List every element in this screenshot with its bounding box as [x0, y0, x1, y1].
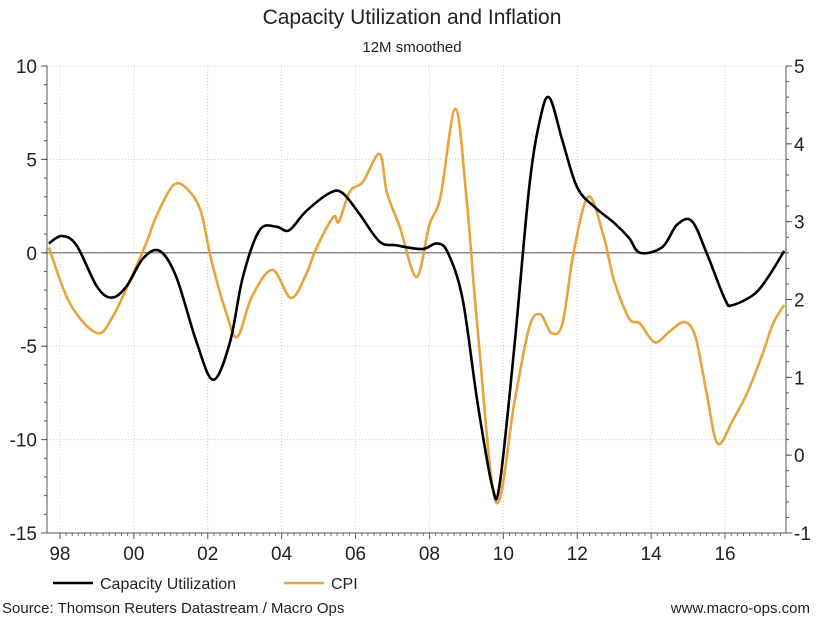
source-note: Source: Thomson Reuters Datastream / Mac… [2, 600, 344, 617]
y-right-tick-label: 5 [794, 57, 805, 78]
legend-label-capacity-utilization: Capacity Utilization [100, 576, 236, 593]
x-tick-label: 10 [493, 544, 514, 565]
y-right-tick-label: 0 [794, 446, 805, 467]
grid [47, 65, 786, 533]
y-left-tick-label: 0 [26, 244, 37, 265]
x-tick-label: 14 [641, 544, 663, 565]
series-lines [47, 95, 786, 505]
x-tick-label: 08 [419, 544, 440, 565]
y-right-tick-label: 4 [794, 135, 805, 156]
x-tick-label: 00 [123, 544, 144, 565]
y-right-tick-label: 3 [794, 213, 805, 234]
website-note: www.macro-ops.com [670, 600, 810, 617]
x-tick-label: 12 [567, 544, 588, 565]
y-left-tick-label: -15 [10, 524, 37, 545]
y-right-tick-label: 2 [794, 291, 805, 312]
legend-label-cpi: CPI [331, 576, 358, 593]
chart-title: Capacity Utilization and Inflation [263, 6, 562, 29]
x-tick-label: 98 [49, 544, 70, 565]
x-tick-label: 02 [197, 544, 218, 565]
legend: Capacity Utilization CPI [53, 576, 358, 593]
y-left-tick-label: 5 [26, 150, 37, 171]
chart-subtitle: 12M smoothed [362, 39, 461, 56]
y-left-tick-label: -5 [20, 337, 37, 358]
y-left-tick-label: -10 [10, 431, 37, 452]
series-line-capacity-utilization [48, 95, 786, 501]
y-left-tick-label: 10 [16, 57, 37, 78]
x-tick-label: 06 [345, 544, 366, 565]
series-line-cpi [47, 107, 786, 505]
x-tick-label: 04 [271, 544, 293, 565]
y-right-tick-label: -1 [794, 524, 811, 545]
y-right-tick-label: 1 [794, 368, 805, 389]
x-tick-label: 16 [714, 544, 735, 565]
